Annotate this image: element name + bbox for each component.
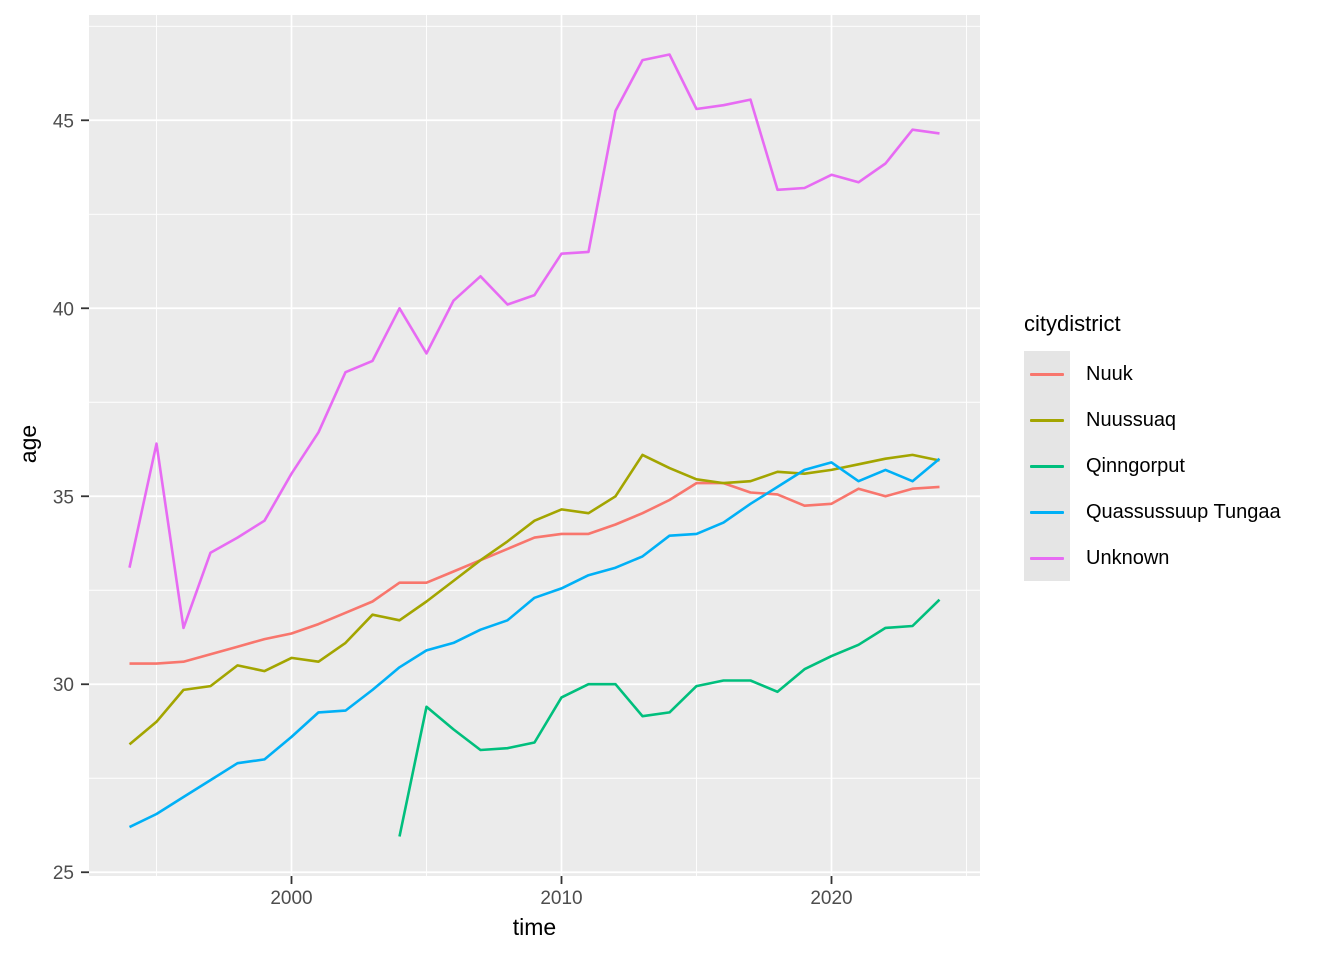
legend-key-line: [1030, 418, 1064, 422]
legend-key: [1024, 351, 1070, 397]
legend: citydistrict Nuuk Nuussuaq Qinngorput Qu…: [1024, 311, 1281, 581]
legend-item: Nuuk: [1024, 351, 1281, 397]
series-line-nuuk: [129, 481, 940, 665]
legend-key-line: [1030, 510, 1064, 514]
y-tick-label: 45: [53, 111, 74, 132]
legend-title: citydistrict: [1024, 311, 1121, 336]
plot-panel: [89, 15, 980, 876]
y-tick-label: 30: [53, 675, 74, 696]
legend-item: Unknown: [1024, 535, 1281, 581]
series-line-quassussuup-tungaa: [128, 457, 941, 829]
y-tick-label: 35: [53, 487, 74, 508]
x-tick-label: 2010: [540, 888, 582, 909]
legend-key-line: [1030, 464, 1064, 468]
legend-key: [1024, 443, 1070, 489]
y-axis-title: age: [15, 424, 41, 464]
legend-key: [1024, 535, 1070, 581]
legend-key-line: [1030, 372, 1064, 376]
legend-item-label: Qinngorput: [1086, 454, 1185, 477]
series-line-qinngorput: [398, 598, 941, 837]
legend-item: Qinngorput: [1024, 443, 1281, 489]
legend-item-label: Unknown: [1086, 546, 1170, 569]
legend-key: [1024, 489, 1070, 535]
legend-key-line: [1030, 556, 1064, 560]
x-tick-label: 2020: [810, 888, 852, 909]
legend-item: Nuussuaq: [1024, 397, 1281, 443]
legend-item-label: Quassussuup Tungaa: [1086, 500, 1281, 523]
legend-item-label: Nuuk: [1086, 362, 1133, 385]
y-tick-label: 25: [53, 863, 74, 884]
legend-item-label: Nuussuaq: [1086, 408, 1177, 431]
x-tick-label: 2000: [270, 888, 312, 909]
series-line-nuussuaq: [128, 453, 940, 746]
legend-item: Quassussuup Tungaa: [1024, 489, 1281, 535]
x-axis-title: time: [512, 914, 557, 940]
y-tick-label: 40: [53, 299, 74, 320]
legend-key: [1024, 397, 1070, 443]
series-line-unknown: [128, 53, 940, 630]
